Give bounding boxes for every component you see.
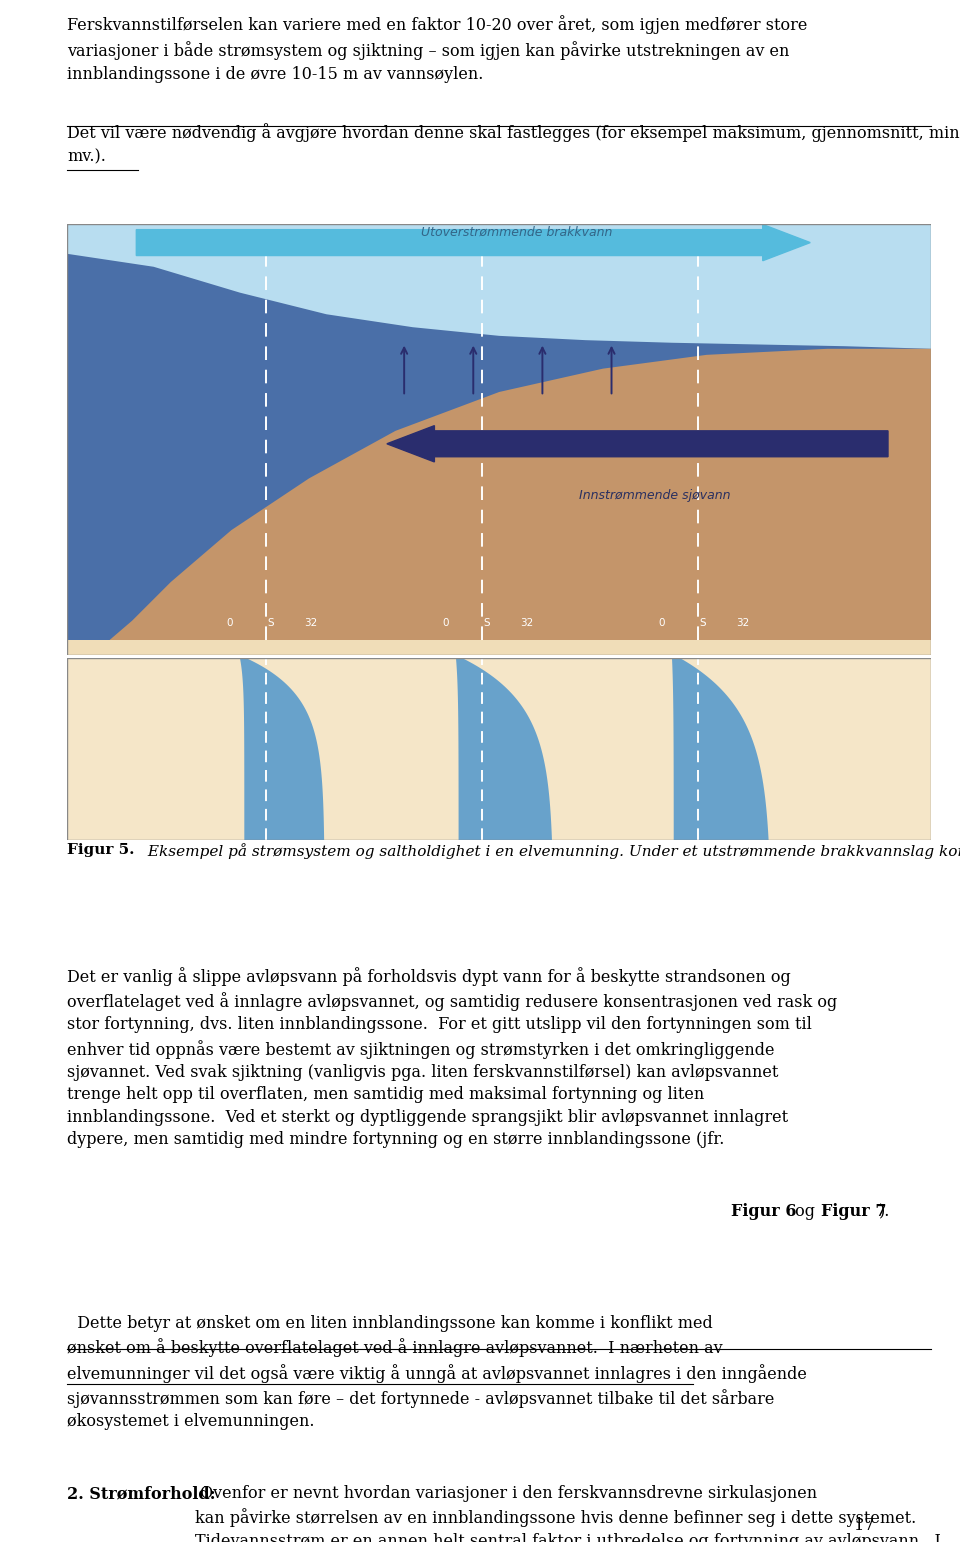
Text: S: S: [267, 617, 274, 628]
Text: Det er vanlig å slippe avløpsvann på forholdsvis dypt vann for å beskytte strand: Det er vanlig å slippe avløpsvann på for…: [67, 967, 837, 1149]
Text: 32: 32: [304, 617, 318, 628]
FancyArrow shape: [136, 225, 810, 261]
Text: 0: 0: [227, 617, 233, 628]
Bar: [67, 640, 931, 655]
FancyArrow shape: [387, 426, 888, 463]
Text: S: S: [483, 617, 490, 628]
Polygon shape: [672, 658, 769, 840]
Text: Figur 6: Figur 6: [732, 1203, 797, 1220]
Text: Figur 7: Figur 7: [821, 1203, 886, 1220]
Polygon shape: [240, 658, 324, 840]
Text: Utoverstrømmende brakkvann: Utoverstrømmende brakkvann: [420, 225, 612, 239]
Text: ).: ).: [878, 1203, 890, 1220]
Text: 32: 32: [520, 617, 534, 628]
Text: Innstrømmende sjøvann: Innstrømmende sjøvann: [579, 489, 731, 503]
Text: 0: 0: [659, 617, 665, 628]
Text: 17: 17: [853, 1516, 875, 1534]
Text: Ovenfor er nevnt hvordan variasjoner i den ferskvannsdrevne sirkulasjonen
kan på: Ovenfor er nevnt hvordan variasjoner i d…: [195, 1485, 960, 1542]
Text: Det vil være nødvendig å avgjøre hvordan denne skal fastlegges (for eksempel mak: Det vil være nødvendig å avgjøre hvordan…: [67, 123, 960, 165]
Text: S: S: [699, 617, 706, 628]
Text: Figur 5.: Figur 5.: [67, 843, 134, 857]
Text: 32: 32: [736, 617, 750, 628]
Polygon shape: [67, 224, 931, 655]
Text: 2. Strømforhold:: 2. Strømforhold:: [67, 1485, 216, 1502]
Text: Ferskvannstilførselen kan variere med en faktor 10-20 over året, som igjen medfø: Ferskvannstilførselen kan variere med en…: [67, 15, 807, 83]
Text: Eksempel på strømsystem og saltholdighet i en elvemunning. Under et utstrømmende: Eksempel på strømsystem og saltholdighet…: [143, 843, 960, 859]
Polygon shape: [456, 658, 552, 840]
Text: 0: 0: [443, 617, 449, 628]
Text: og: og: [790, 1203, 821, 1220]
Polygon shape: [67, 224, 931, 348]
Text: Dette betyr at ønsket om en liten innblandingssone kan komme i konflikt med
ønsk: Dette betyr at ønsket om en liten innbla…: [67, 1315, 807, 1431]
